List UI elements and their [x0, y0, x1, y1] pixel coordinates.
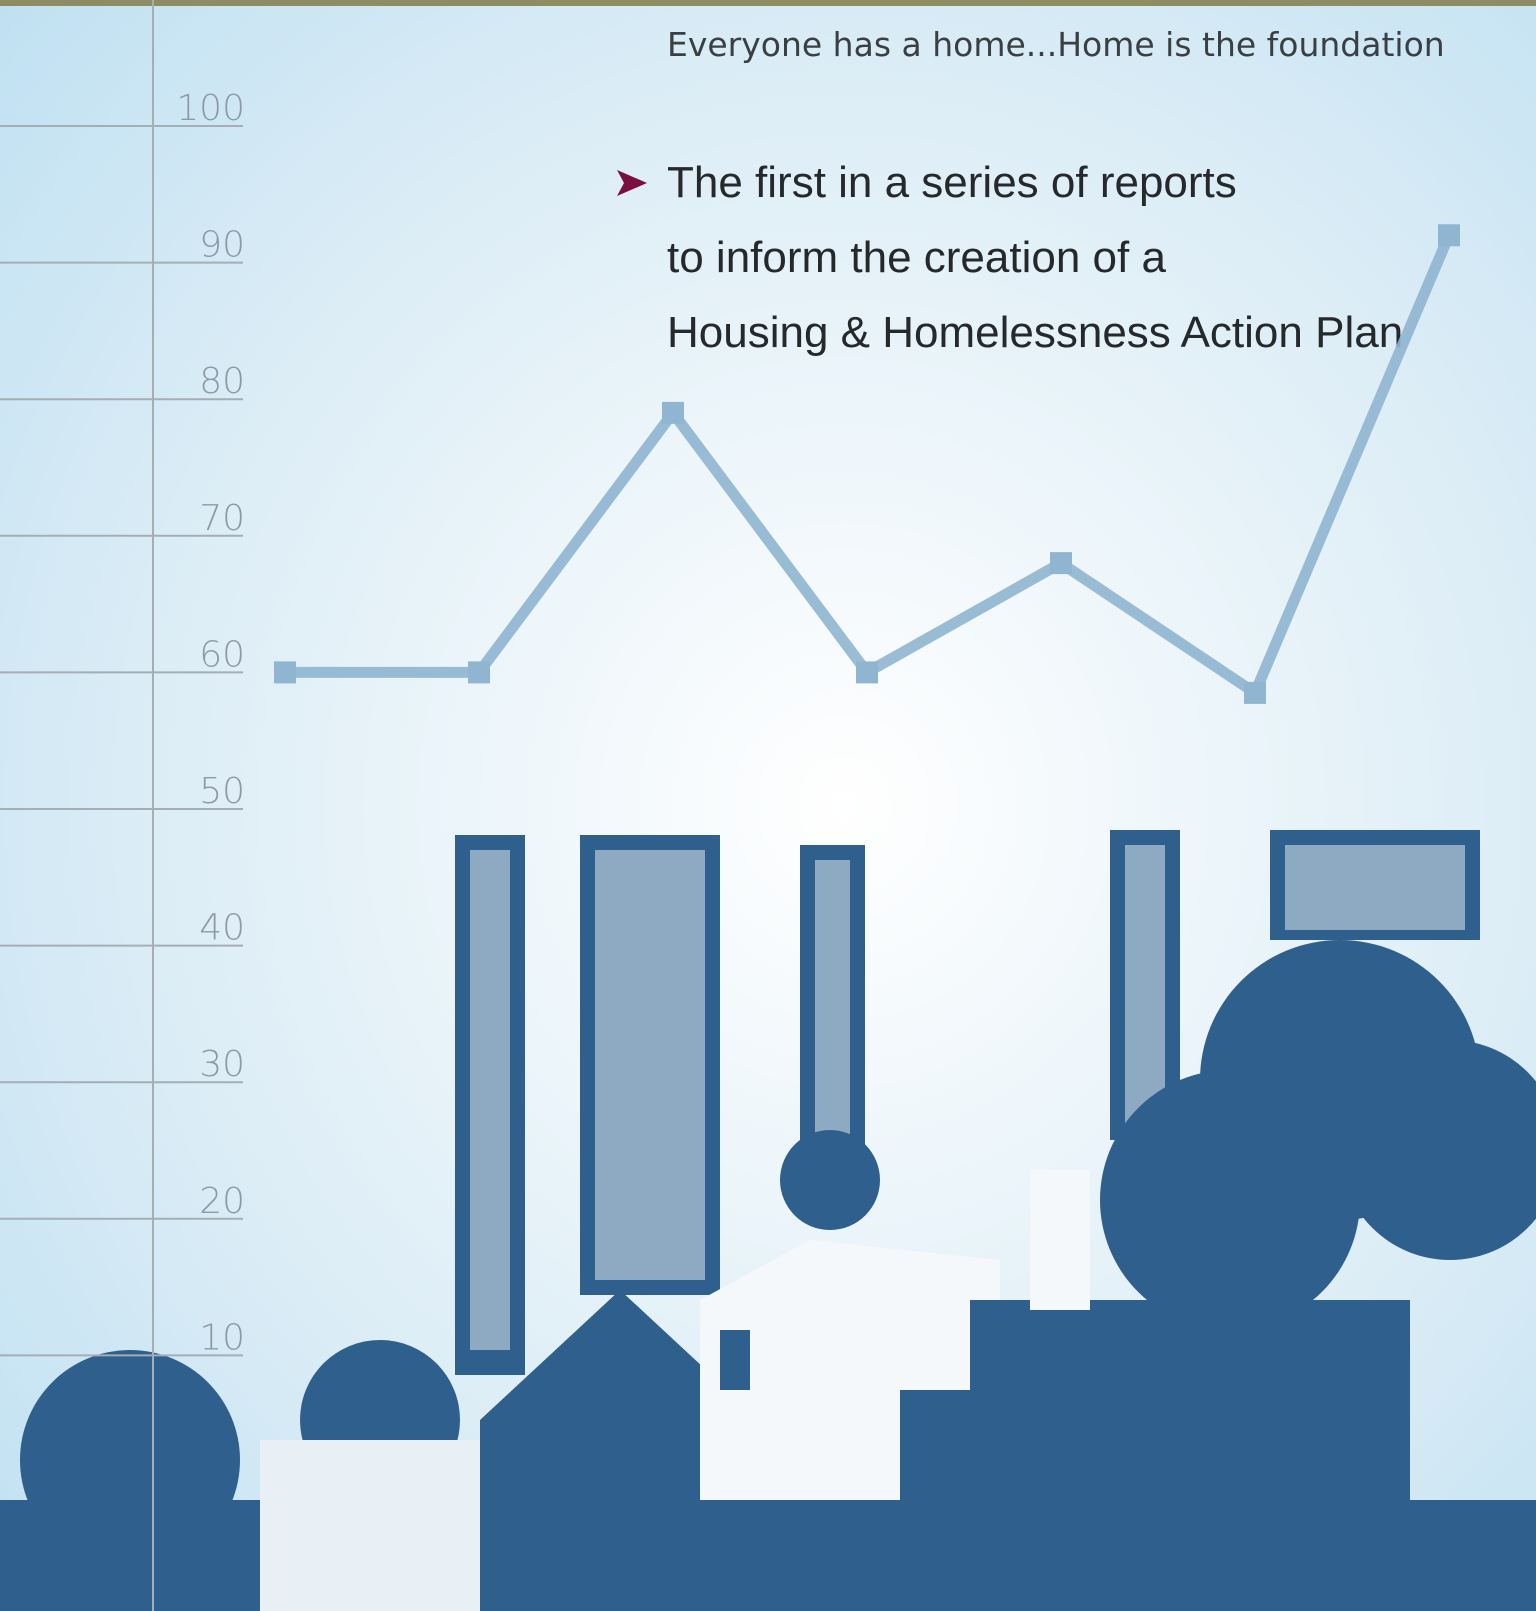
headline-line: The first in a series of reports — [667, 158, 1237, 207]
y-tick-label: 80 — [199, 361, 245, 402]
headline-line: Housing & Homelessness Action Plan — [667, 308, 1403, 357]
y-tick-label: 10 — [199, 1317, 245, 1358]
y-tick-label: 70 — [199, 498, 245, 539]
y-tick-label: 90 — [199, 225, 245, 266]
headline-line: to inform the creation of a — [667, 233, 1166, 282]
data-point — [662, 402, 684, 424]
y-tick-label: 60 — [199, 634, 245, 675]
data-point — [1050, 552, 1072, 574]
data-point — [1244, 682, 1266, 704]
data-point — [274, 661, 296, 683]
y-tick-label: 40 — [199, 908, 245, 949]
y-tick-label: 50 — [199, 771, 245, 812]
data-point — [856, 661, 878, 683]
y-tick-label: 20 — [199, 1181, 245, 1222]
data-point — [1438, 224, 1460, 246]
cover: Everyone has a home...Home is the founda… — [0, 0, 1536, 1611]
top-border — [0, 0, 1536, 6]
y-tick-label: 30 — [199, 1044, 245, 1085]
tagline: Everyone has a home...Home is the founda… — [667, 25, 1445, 64]
data-point — [468, 661, 490, 683]
y-tick-label: 100 — [176, 88, 245, 129]
